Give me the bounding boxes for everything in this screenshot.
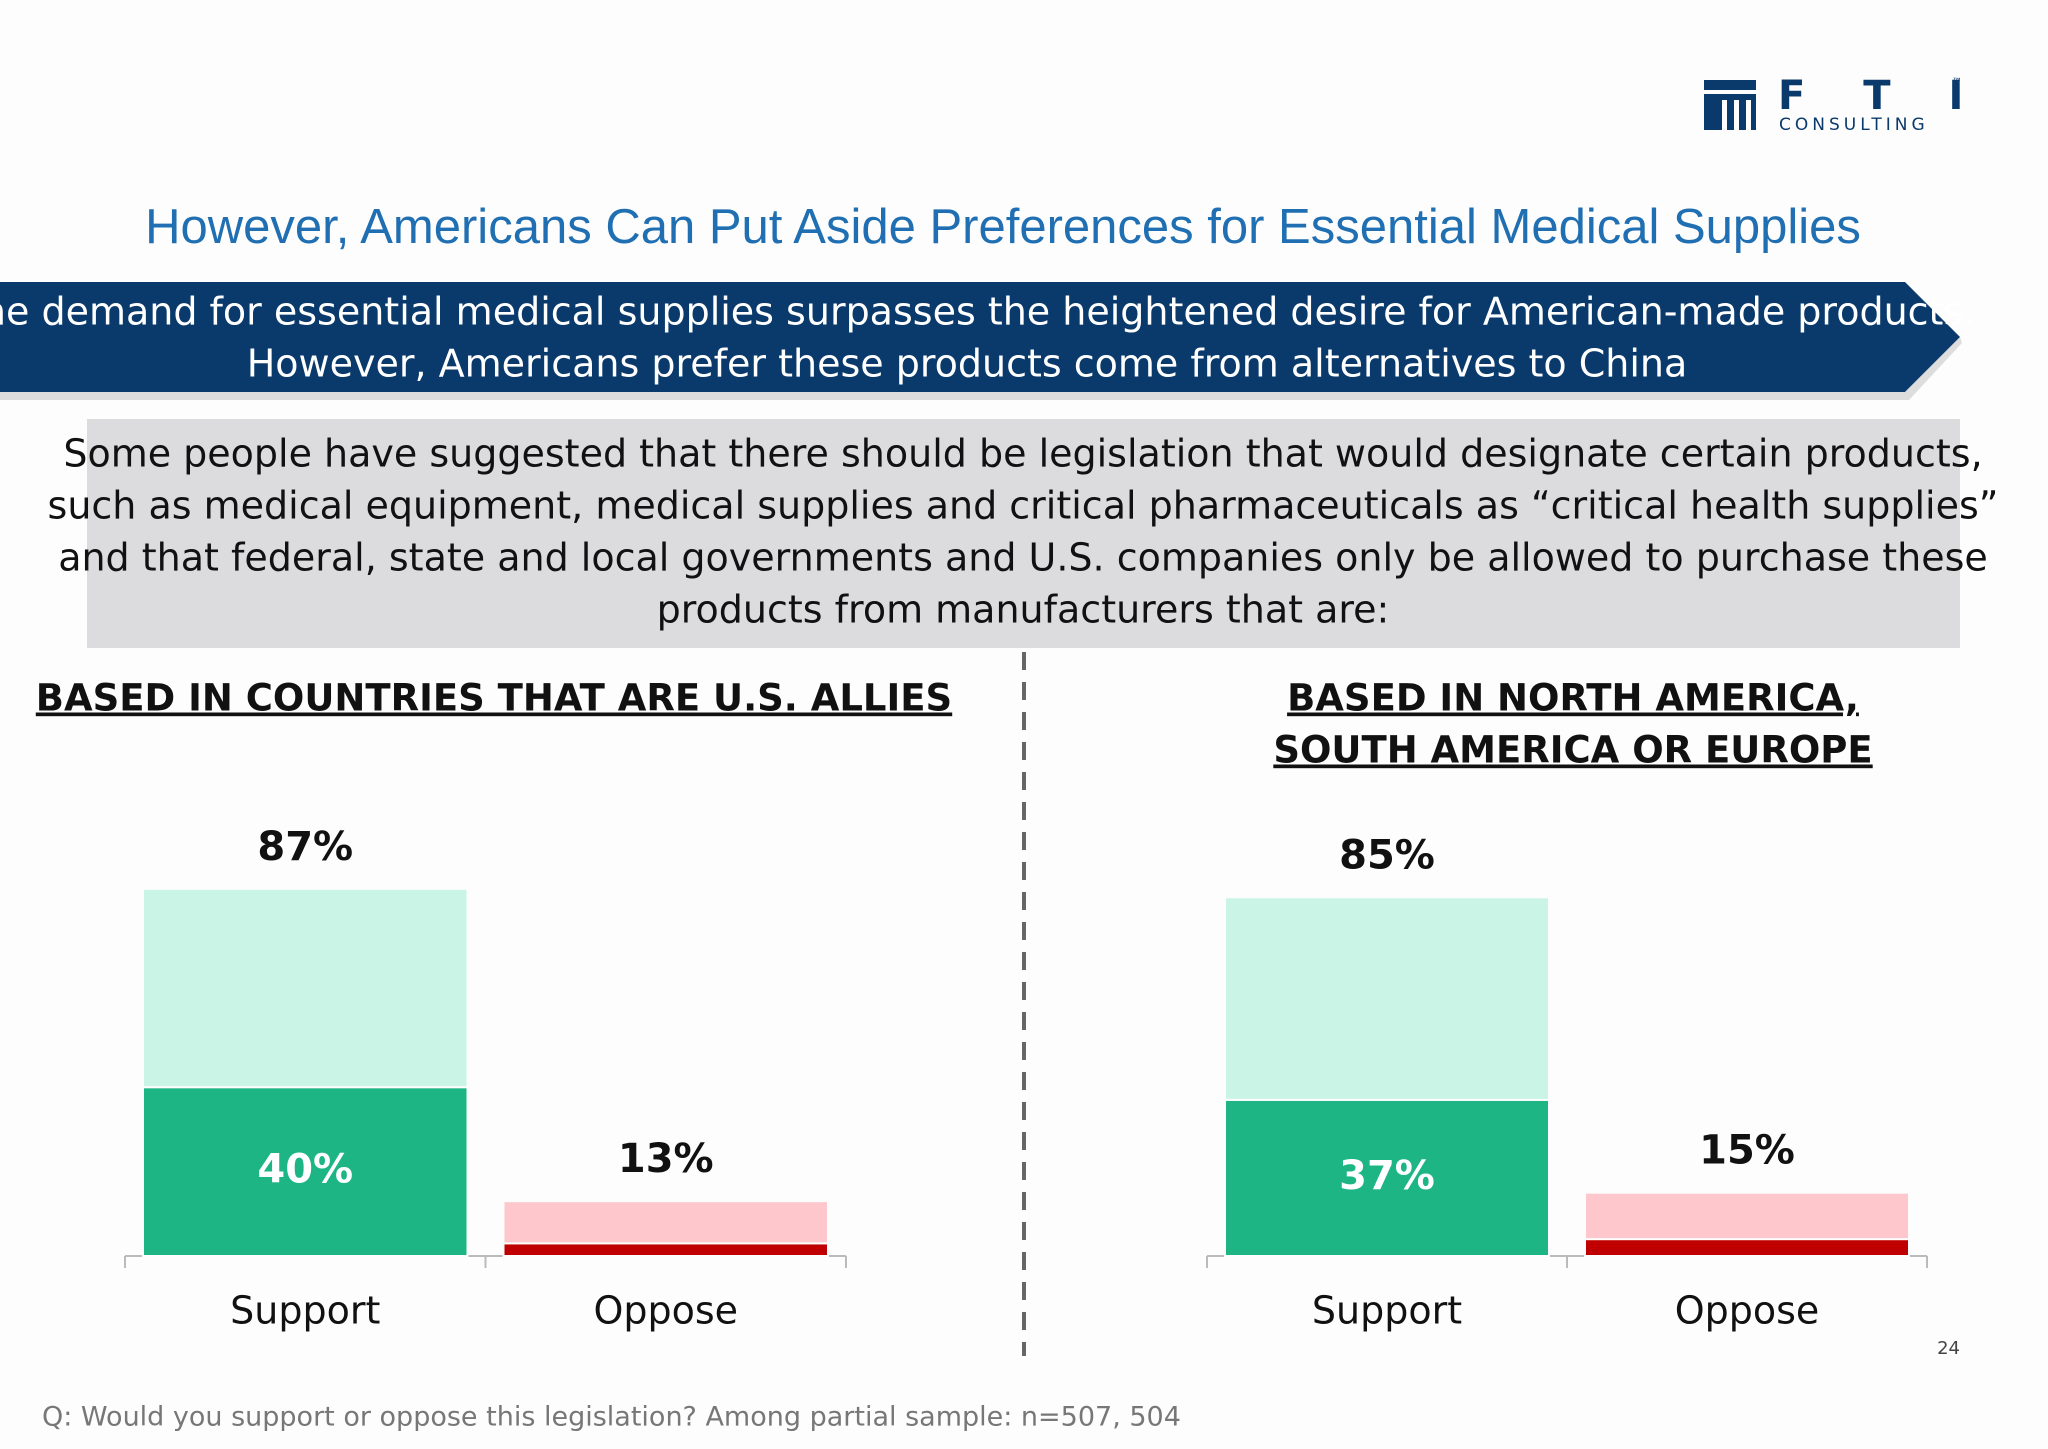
logo-tm: ™ — [1952, 77, 1962, 88]
logo-column — [1746, 100, 1751, 130]
x-tick-label: Oppose — [593, 1289, 738, 1333]
x-tick-label: Support — [1312, 1289, 1462, 1333]
banner-line: However, Americans prefer these products… — [247, 342, 1688, 386]
chart-heading: BASED IN NORTH AMERICA, — [1287, 677, 1859, 720]
x-tick-label: Oppose — [1675, 1289, 1820, 1333]
segment-label: 37% — [1339, 1153, 1435, 1199]
chart-heading: BASED IN COUNTRIES THAT ARE U.S. ALLIES — [36, 677, 952, 720]
question-line: such as medical equipment, medical suppl… — [48, 484, 1999, 528]
total-label: 85% — [1339, 832, 1435, 878]
bar-segment — [1584, 1191, 1910, 1241]
question-text: Some people have suggested that there sh… — [48, 432, 1999, 632]
page-number: 24 — [1937, 1338, 1960, 1359]
bar-segment — [1224, 1098, 1550, 1257]
bar-segment — [142, 1086, 469, 1257]
bar-segment — [502, 1242, 829, 1257]
banner-shadow — [0, 337, 1962, 400]
question-line: and that federal, state and local govern… — [58, 536, 1988, 580]
x-tick-label: Support — [230, 1289, 380, 1333]
banner-line: The demand for essential medical supplie… — [0, 290, 1975, 334]
bar-segment — [142, 887, 469, 1089]
bar-segment — [1584, 1238, 1910, 1257]
charts: BASED IN COUNTRIES THAT ARE U.S. ALLIES 4… — [36, 677, 1928, 1333]
question-box — [87, 419, 1960, 648]
logo: F T I ™ CONSULTING — [1704, 73, 1985, 135]
total-label: 13% — [618, 1136, 714, 1182]
bar-segment — [502, 1200, 829, 1245]
logo-sub: CONSULTING — [1779, 115, 1929, 135]
logo-bar — [1704, 80, 1756, 90]
chart-heading: SOUTH AMERICA OR EUROPE — [1273, 729, 1872, 772]
logo-column — [1722, 100, 1727, 130]
slide-title: However, Americans Can Put Aside Prefere… — [145, 200, 1861, 254]
bar-segment — [1224, 896, 1550, 1101]
logo-column — [1734, 100, 1739, 130]
question-line: products from manufacturers that are: — [657, 588, 1390, 632]
total-label: 87% — [257, 824, 353, 870]
banner-arrow — [0, 282, 1960, 392]
logo-name: F T I — [1778, 73, 1985, 119]
total-label: 15% — [1699, 1128, 1795, 1174]
banner-text: The demand for essential medical supplie… — [0, 290, 1975, 386]
question-line: Some people have suggested that there sh… — [63, 432, 1982, 476]
footnote: Q: Would you support or oppose this legi… — [42, 1402, 1181, 1433]
segment-label: 40% — [257, 1147, 353, 1193]
